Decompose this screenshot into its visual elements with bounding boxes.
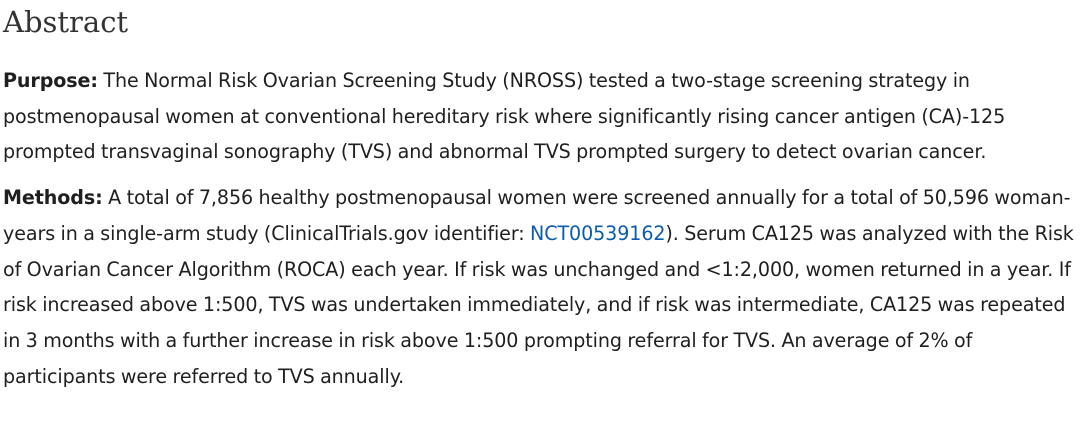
methods-text-after-link: ). Serum CA125 was analyzed with the Ris… xyxy=(3,221,1074,388)
purpose-paragraph: Purpose: The Normal Risk Ovarian Screeni… xyxy=(3,63,1075,170)
abstract-heading: Abstract xyxy=(3,5,129,39)
clinical-trial-link[interactable]: NCT00539162 xyxy=(530,221,666,245)
methods-label: Methods: xyxy=(3,186,103,210)
purpose-text: The Normal Risk Ovarian Screening Study … xyxy=(3,69,1006,164)
methods-paragraph: Methods: A total of 7,856 healthy postme… xyxy=(3,180,1075,394)
methods-text-before-link: A total of 7,856 healthy postmenopausal … xyxy=(3,186,1071,245)
abstract-section: Abstract Purpose: The Normal Risk Ovaria… xyxy=(3,0,1075,394)
purpose-label: Purpose: xyxy=(3,69,98,92)
